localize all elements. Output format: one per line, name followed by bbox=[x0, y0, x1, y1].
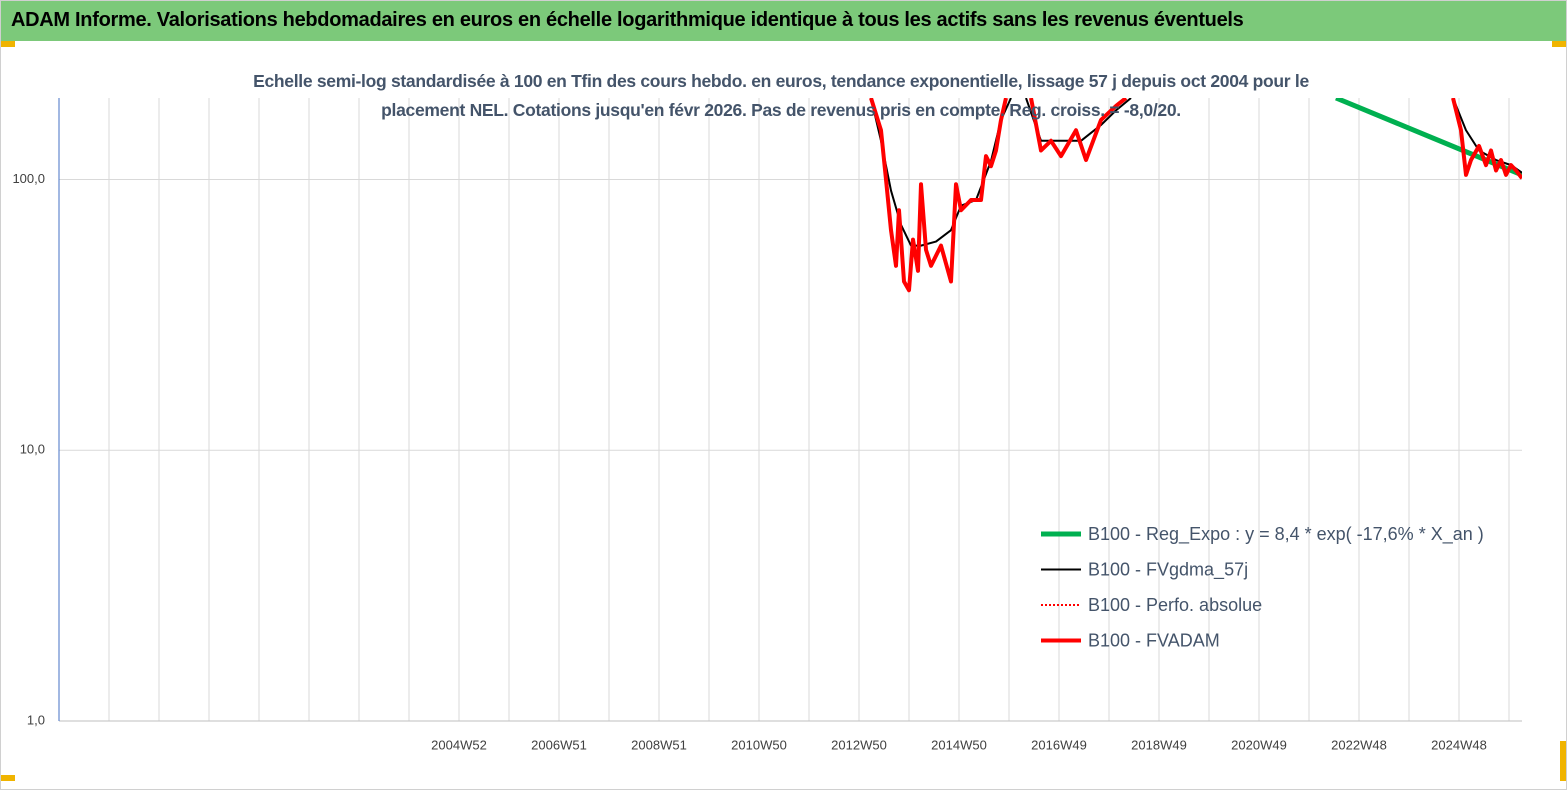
x-tick-label: 2012W50 bbox=[831, 737, 887, 752]
x-tick-label: 2022W48 bbox=[1331, 737, 1387, 752]
axes: 1,0 10,0 100,0 2004W52 2006W51 2008W51 2010W50… bbox=[12, 98, 1522, 752]
legend-label: B100 - FVADAM bbox=[1088, 630, 1220, 650]
x-tick-label: 2006W51 bbox=[531, 737, 587, 752]
x-tick-label: 2018W49 bbox=[1131, 737, 1187, 752]
y-tick-label: 100,0 bbox=[12, 171, 45, 186]
grid bbox=[59, 98, 1522, 722]
legend-label: B100 - FVgdma_57j bbox=[1088, 559, 1248, 580]
x-tick-label: 2024W48 bbox=[1431, 737, 1487, 752]
title-banner: ADAM Informe. Valorisations hebdomadaire… bbox=[1, 1, 1566, 41]
x-tick-label: 2020W49 bbox=[1231, 737, 1287, 752]
corner-marker bbox=[1552, 41, 1566, 47]
y-tick-label: 10,0 bbox=[20, 442, 45, 457]
corner-marker bbox=[1, 775, 15, 781]
x-tick-label: 2004W52 bbox=[431, 737, 487, 752]
legend-label: B100 - Perfo. absolue bbox=[1088, 595, 1262, 615]
series-line bbox=[1335, 98, 1522, 178]
plot-area bbox=[869, 98, 1522, 293]
y-tick-label: 1,0 bbox=[27, 712, 45, 727]
corner-marker bbox=[1560, 741, 1566, 781]
legend: B100 - Reg_Expo : y = 8,4 * exp( -17,6% … bbox=[1041, 524, 1484, 650]
chart-title: ADAM Informe. Valorisations hebdomadaire… bbox=[11, 9, 1244, 31]
chart-subtitle: Echelle semi-log standardisée à 100 en T… bbox=[253, 71, 1309, 120]
x-tick-label: 2016W49 bbox=[1031, 737, 1087, 752]
series-line bbox=[869, 98, 1522, 293]
x-tick-label: 2008W51 bbox=[631, 737, 687, 752]
legend-label: B100 - Reg_Expo : y = 8,4 * exp( -17,6% … bbox=[1088, 524, 1484, 545]
corner-marker bbox=[1, 41, 15, 47]
x-tick-label: 2010W50 bbox=[731, 737, 787, 752]
x-tick-label: 2014W50 bbox=[931, 737, 987, 752]
